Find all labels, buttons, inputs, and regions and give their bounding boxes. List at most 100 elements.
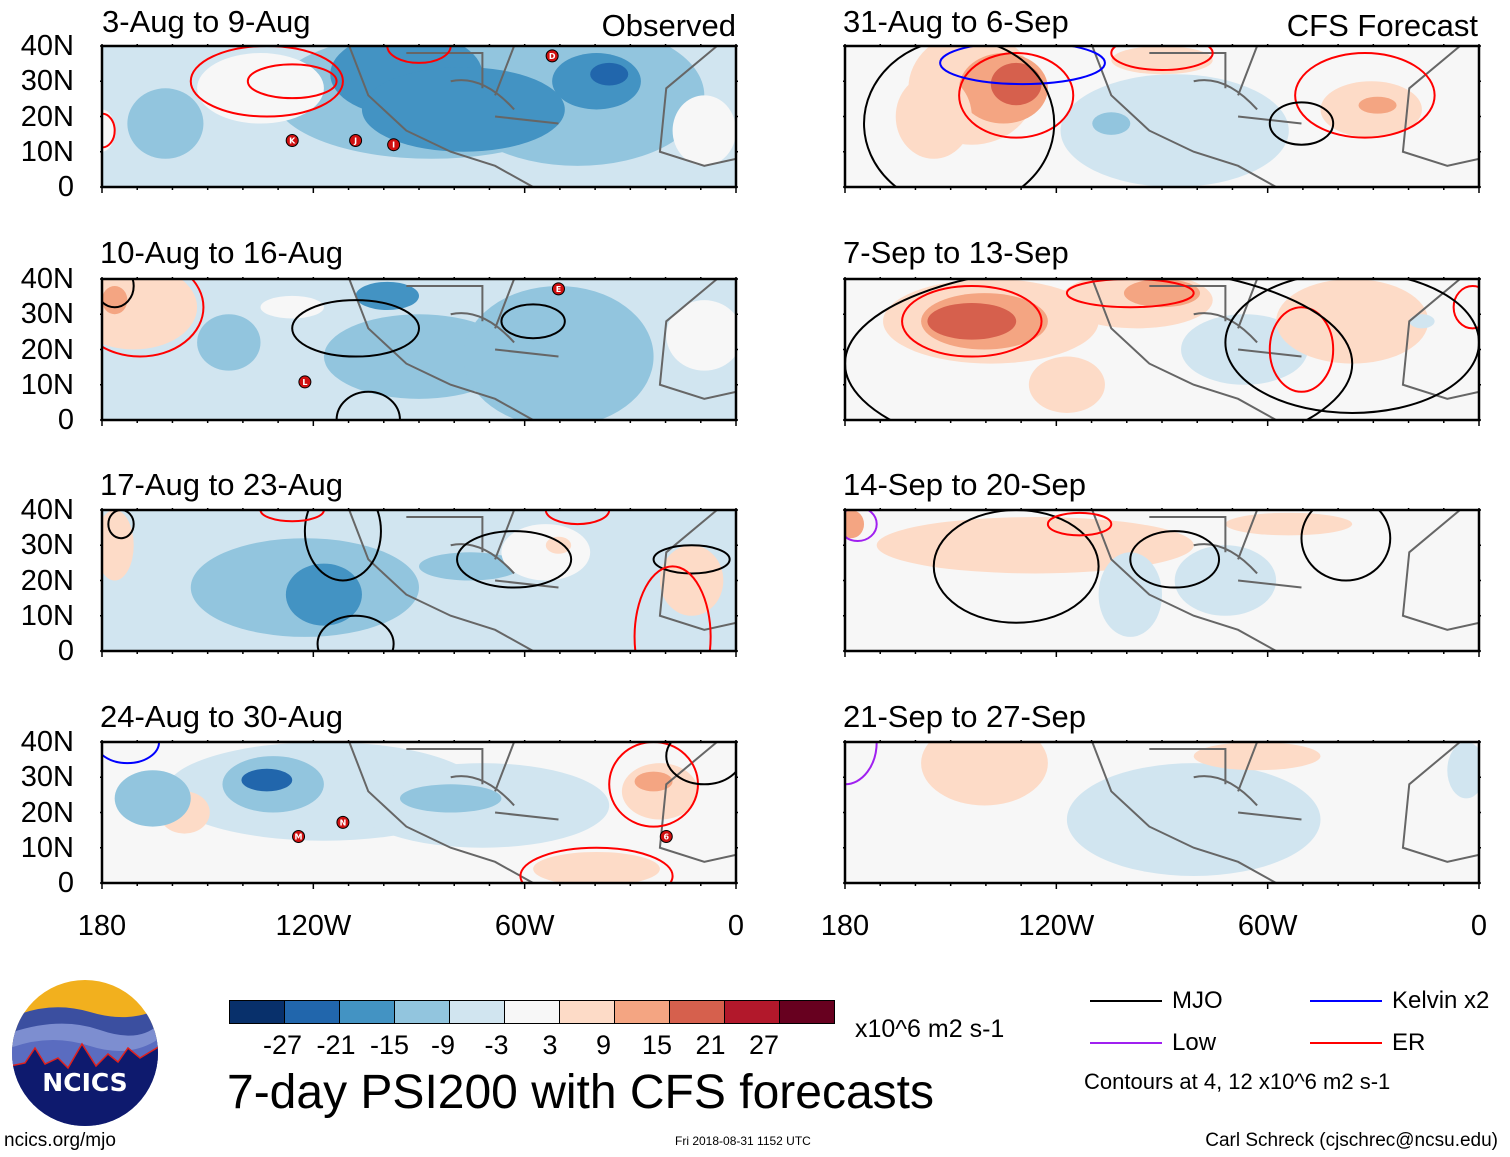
colorbar-swatch [284,1000,340,1024]
storm-letter: L [302,378,307,387]
y-tick-label: 0 [57,635,74,667]
contour-line [845,510,878,543]
contour-line [316,614,395,651]
contour-line [335,390,401,420]
legend-line-mjo [1090,1000,1162,1002]
y-tick-label: 40N [20,30,74,62]
legend-label-er: ER [1392,1029,1426,1056]
tropical-cyclone-marker: N [336,815,350,829]
coastline [348,742,736,883]
y-tick-label: 10N [20,135,74,168]
panel-title: 24-Aug to 30-Aug [100,699,344,734]
anomaly-shading [501,524,591,581]
tropical-cyclone-marker: K [285,133,299,147]
tropical-cyclone-marker: D [545,49,559,63]
anomaly-shading [260,295,324,319]
colorbar-tick-label: -27 [262,1030,303,1060]
contour-line [958,52,1075,139]
contour-line [1224,279,1479,414]
anomaly-shading [672,95,736,166]
tropical-cyclone-marker: I [387,138,401,152]
anomaly-shading [927,302,1017,340]
anomaly-shading [659,545,724,616]
contour-line [1268,306,1335,393]
anomaly-shading [590,62,629,86]
ncics-logo: NCICS [12,980,158,1126]
coastline [348,46,736,187]
anomaly-shading [621,763,698,820]
colorbar-tick-label: 9 [595,1030,612,1060]
anomaly-shading [127,88,204,159]
legend-label-low: Low [1172,1029,1217,1056]
tropical-cyclone-marker: M [292,829,306,843]
contour-line [500,303,566,340]
map-panel [843,740,1481,889]
colorbar-swatch [339,1000,395,1024]
anomaly-shading [1092,112,1131,135]
storm-letter: D [549,52,556,61]
contour-line [102,279,135,309]
colorbar-swatch [614,1000,670,1024]
anomaly-shading [1060,74,1289,187]
colorbar-swatch [229,1000,285,1024]
colorbar-swatch [779,1000,835,1024]
colorbar-swatch [669,1000,725,1024]
storm-letter: J [353,136,357,145]
storm-letter: E [556,285,561,294]
map-panel [843,508,1481,657]
contour-line [932,510,1100,624]
contour-line [102,742,161,765]
anomaly-shading [533,851,660,883]
y-tick-label: 0 [57,171,74,203]
anomaly-shading [1225,512,1353,536]
timestamp: Fri 2018-08-31 1152 UTC [675,1134,811,1148]
anomaly-shading [1098,552,1162,637]
anomaly-shading [323,314,515,399]
contour-line [456,530,573,589]
contour-line [246,63,338,100]
y-tick-label: 10N [20,831,74,864]
legend-line-low [1090,1042,1162,1044]
colorbar-tick-label: -21 [316,1030,356,1060]
contour-line [1065,279,1195,309]
contour-line [939,46,1106,86]
column-label-forecast: CFS Forecast [1286,8,1478,43]
author-credit: Carl Schreck (cjschrec@ncsu.edu) [1205,1130,1498,1151]
anomaly-shading [1066,763,1321,876]
contour-line [1046,511,1113,537]
contour-line [1129,530,1221,589]
legend-line-kelvin [1310,1000,1382,1002]
contour-line [303,510,382,582]
coastline [348,279,736,420]
colorbar-tick-label: 15 [641,1030,673,1060]
legend-line-er [1310,1042,1382,1044]
map-panel: K J I D [100,44,738,193]
coastline [1091,510,1479,651]
tropical-cyclone-marker: J [349,133,363,147]
contour-note: Contours at 4, 12 x10^6 m2 s-1 [1084,1069,1391,1094]
map-panel: LE [100,277,738,426]
anomaly-shading [545,536,572,554]
anomaly-shading [634,771,673,792]
colorbar-swatch [559,1000,615,1024]
logo-text: NCICS [42,1068,127,1097]
anomaly-shading [1358,96,1397,114]
y-tick-label: 40N [20,726,74,758]
coastline [1091,742,1479,883]
anomaly-shading [1193,742,1321,771]
coastline [348,510,736,651]
colorbar-tick-label: 3 [542,1030,558,1060]
map-panel [843,277,1481,426]
anomaly-shading [285,563,362,626]
y-tick-label: 30N [20,529,74,562]
site-url[interactable]: ncics.org/mjo [4,1130,116,1151]
colorbar-tick-label: 27 [748,1030,780,1060]
anomaly-shading [1174,545,1277,616]
legend-label-kelvin: Kelvin x2 [1392,987,1490,1014]
y-tick-label: 40N [20,494,74,526]
colorbar-swatch [449,1000,505,1024]
anomaly-shading [845,510,865,539]
colorbar-swatch [394,1000,450,1024]
colorbar-tick-label: -15 [369,1030,410,1060]
contour-line [901,285,1043,358]
